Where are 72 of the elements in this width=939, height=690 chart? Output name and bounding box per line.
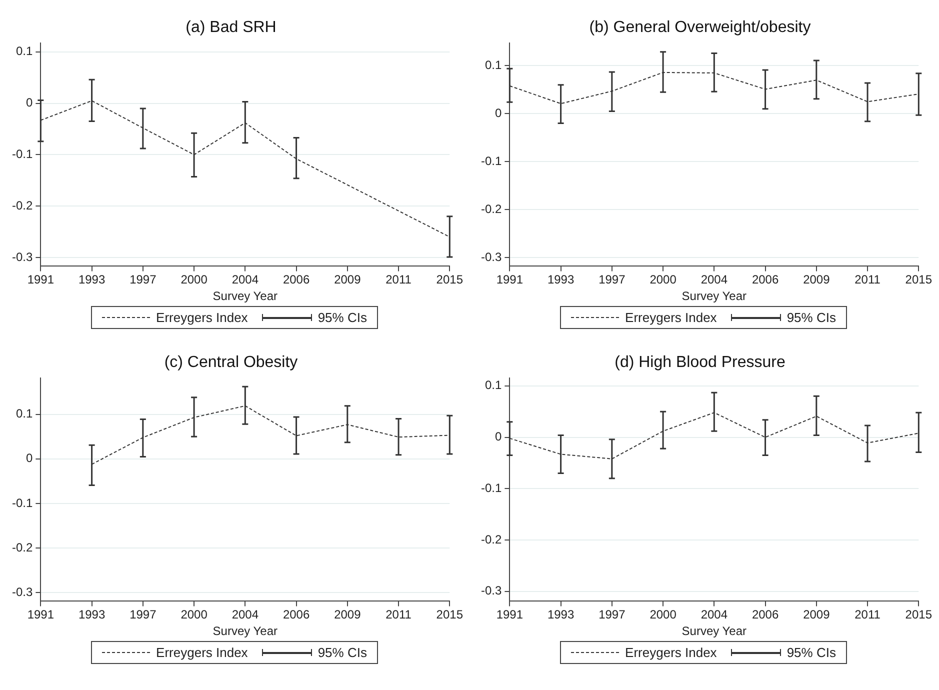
x-tick-label: 2004 <box>231 608 258 622</box>
x-tick-label: 2009 <box>334 608 361 622</box>
x-tick-label: 1991 <box>496 272 523 287</box>
x-tick-label: 2004 <box>231 272 258 287</box>
y-tick-label: 0.1 <box>15 406 32 421</box>
x-axis-title: Survey Year <box>681 289 746 304</box>
text: 95% CIs <box>786 645 836 660</box>
x-tick-label: 2015 <box>904 608 932 622</box>
chart-title: (c) Central Obesity <box>164 354 298 372</box>
y-tick-label: -0.1 <box>480 154 502 168</box>
y-tick-label: -0.1 <box>11 496 32 510</box>
x-tick-label: 2011 <box>385 272 412 287</box>
y-tick-label: -0.3 <box>480 250 502 264</box>
y-tick-label: -0.3 <box>480 584 502 598</box>
x-tick-label: 2009 <box>802 272 830 287</box>
y-tick-label: -0.3 <box>11 585 32 600</box>
y-tick-label: 0 <box>494 430 502 444</box>
x-tick-label: 1991 <box>26 272 54 287</box>
x-tick-label: 1997 <box>598 608 626 622</box>
x-tick-label: 2006 <box>751 272 778 287</box>
x-tick-label: 1993 <box>78 608 105 622</box>
x-tick-label: 2000 <box>180 608 208 622</box>
y-tick-label: 0.1 <box>484 58 502 72</box>
x-axis-title: Survey Year <box>212 624 278 638</box>
x-axis-title: Survey Year <box>681 624 746 638</box>
x-tick-label: 1991 <box>496 608 523 622</box>
x-axis-title: Survey Year <box>212 289 278 304</box>
text: 95% CIs <box>318 310 367 325</box>
y-tick-label: -0.2 <box>11 540 32 554</box>
text: 95% CIs <box>318 645 367 660</box>
x-tick-label: 2004 <box>700 272 728 287</box>
x-tick-label: 2006 <box>751 608 778 622</box>
y-tick-label: -0.2 <box>480 532 502 546</box>
x-tick-label: 2006 <box>282 272 310 287</box>
x-tick-label: 2009 <box>334 272 361 287</box>
legend-label: Erreygers Index <box>156 645 248 660</box>
x-tick-label: 2004 <box>700 608 728 622</box>
x-tick-label: 2015 <box>436 608 463 622</box>
x-tick-label: 2000 <box>649 608 676 622</box>
y-tick-label: 0 <box>494 106 502 120</box>
x-tick-label: 1997 <box>129 272 156 287</box>
x-tick-label: 2000 <box>180 272 208 287</box>
y-tick-label: -0.2 <box>11 198 32 212</box>
x-tick-label: 2011 <box>385 608 412 622</box>
y-tick-label: -0.1 <box>11 147 32 162</box>
legend-label: Erreygers Index <box>625 310 717 325</box>
y-tick-label: 0 <box>25 451 32 466</box>
legend-label: Erreygers Index <box>156 310 248 325</box>
y-tick-label: 0 <box>25 96 32 110</box>
x-tick-label: 2011 <box>854 608 880 622</box>
x-tick-label: 1993 <box>546 272 574 287</box>
x-tick-label: 2015 <box>904 272 932 287</box>
chart-title: (a) Bad SRH <box>185 19 276 36</box>
chart-title: (b) General Overweight/obesity <box>588 19 810 36</box>
x-tick-label: 2015 <box>436 272 463 287</box>
x-tick-label: 1993 <box>546 608 574 622</box>
text: 95% CIs <box>786 310 836 325</box>
x-tick-label: 1993 <box>78 272 105 287</box>
x-tick-label: 1991 <box>26 608 54 622</box>
x-tick-label: 1997 <box>598 272 626 287</box>
legend-label: Erreygers Index <box>625 645 717 660</box>
y-tick-label: 0.1 <box>15 44 32 58</box>
x-tick-label: 2006 <box>282 608 310 622</box>
y-tick-label: -0.2 <box>480 202 502 216</box>
y-tick-label: -0.3 <box>11 250 32 264</box>
y-tick-label: 0.1 <box>484 378 502 392</box>
y-tick-label: -0.1 <box>480 480 502 495</box>
x-tick-label: 2009 <box>802 608 830 622</box>
x-tick-label: 2000 <box>649 272 676 287</box>
chart-title: (d) High Blood Pressure <box>614 354 785 372</box>
x-tick-label: 2011 <box>854 272 880 287</box>
x-tick-label: 1997 <box>129 608 156 622</box>
